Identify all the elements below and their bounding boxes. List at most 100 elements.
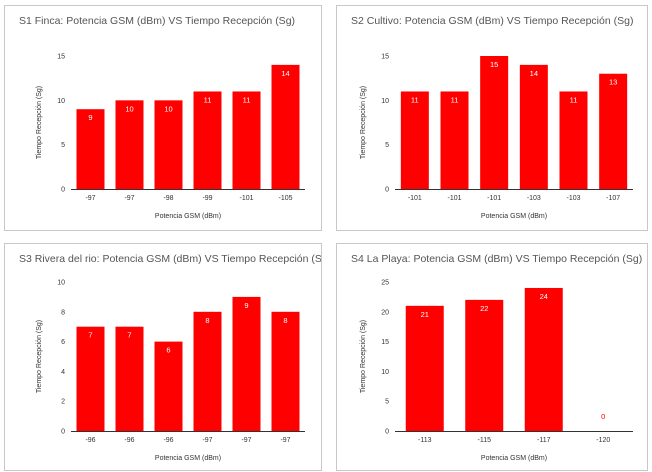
x-tick-label: -101 [447,195,461,202]
bar [271,64,300,189]
bar-value-label: 24 [540,292,548,301]
x-tick-label: -113 [418,437,432,444]
bar [271,311,300,431]
bar [193,311,222,431]
y-axis-label: Tiempo Recepción (Sg) [36,86,43,159]
bar-value-label: 0 [601,412,605,421]
x-axis-label: Potencia GSM (dBm) [481,455,547,462]
y-tick-label: 0 [61,429,65,436]
x-tick-label: -120 [596,437,610,444]
y-axis-label: Tiempo Recepción (Sg) [360,320,367,393]
x-tick-label: -101 [239,195,253,202]
bar-value-label: 9 [88,113,92,122]
bar-value-label: 14 [281,69,289,78]
x-tick-label: -99 [202,195,212,202]
bar [465,299,504,431]
x-tick-label: -103 [566,195,580,202]
x-tick-label: -96 [124,437,134,444]
bar-value-label: 14 [530,69,538,78]
y-tick-label: 10 [381,369,389,376]
chart-title: S2 Cultivo: Potencia GSM (dBm) VS Tiempo… [351,15,633,27]
x-tick-label: -97 [241,437,251,444]
bar-value-label: 7 [88,331,92,340]
y-axis-label: Tiempo Recepción (Sg) [360,86,367,159]
y-tick-label: 20 [381,309,389,316]
x-axis-label: Potencia GSM (dBm) [155,213,221,220]
y-tick-label: 15 [381,54,389,61]
chart-panel-s4: S4 La Playa: Potencia GSM (dBm) VS Tiemp… [336,243,648,471]
x-tick-label: -103 [527,195,541,202]
bar [76,109,105,189]
bar-value-label: 13 [609,78,617,87]
bar [400,91,429,189]
bar-chart: S3 Rivera del rio: Potencia GSM (dBm) VS… [19,253,322,462]
y-tick-label: 6 [61,339,65,346]
y-tick-label: 8 [61,309,65,316]
y-tick-label: 10 [57,98,65,105]
x-tick-label: -97 [85,195,95,202]
bar [519,64,548,189]
x-tick-label: -101 [408,195,422,202]
bar-value-label: 11 [204,95,212,104]
bar-value-label: 10 [125,104,133,113]
bar [115,326,144,431]
bar-value-label: 10 [164,104,172,113]
bar-value-label: 11 [411,95,419,104]
chart-panel-s3: S3 Rivera del rio: Potencia GSM (dBm) VS… [4,243,322,471]
y-tick-label: 10 [381,98,389,105]
x-tick-label: -97 [280,437,290,444]
bar [480,56,509,189]
bar-value-label: 8 [205,316,209,325]
bar [154,341,183,431]
y-tick-label: 25 [381,280,389,287]
y-tick-label: 5 [61,142,65,149]
y-tick-label: 5 [385,142,389,149]
y-tick-label: 4 [61,369,65,376]
x-tick-label: -101 [487,195,501,202]
x-tick-label: -117 [537,437,551,444]
bar [559,91,588,189]
x-tick-label: -115 [478,437,492,444]
y-tick-label: 0 [61,187,65,194]
bar [440,91,469,189]
bar-value-label: 11 [451,95,459,104]
chart-panel-s1: S1 Finca: Potencia GSM (dBm) VS Tiempo R… [4,5,322,231]
y-tick-label: 10 [57,280,65,287]
bar [232,296,261,431]
bar [599,73,628,189]
bar-value-label: 11 [243,95,251,104]
y-tick-label: 0 [385,187,389,194]
bar-value-label: 15 [490,60,498,69]
x-tick-label: -96 [163,437,173,444]
bar [76,326,105,431]
y-axis-label: Tiempo Recepción (Sg) [36,320,43,393]
bar-value-label: 11 [570,95,578,104]
chart-title: S4 La Playa: Potencia GSM (dBm) VS Tiemp… [351,253,642,265]
bar [115,100,144,189]
bar [154,100,183,189]
bar [232,91,261,189]
bar-value-label: 8 [283,316,287,325]
y-tick-label: 15 [381,339,389,346]
y-tick-label: 5 [385,399,389,406]
chart-title: S1 Finca: Potencia GSM (dBm) VS Tiempo R… [19,15,295,27]
bar [193,91,222,189]
bar-chart: S1 Finca: Potencia GSM (dBm) VS Tiempo R… [19,15,305,220]
x-tick-label: -105 [278,195,292,202]
y-tick-label: 2 [61,399,65,406]
bar-chart: S2 Cultivo: Potencia GSM (dBm) VS Tiempo… [351,15,633,220]
bar [405,305,444,431]
chart-panel-s2: S2 Cultivo: Potencia GSM (dBm) VS Tiempo… [336,5,648,231]
x-axis-label: Potencia GSM (dBm) [481,213,547,220]
x-tick-label: -107 [606,195,620,202]
bar-value-label: 7 [127,331,131,340]
x-tick-label: -96 [85,437,95,444]
bar [524,287,563,431]
bar-value-label: 22 [480,304,488,313]
y-tick-label: 0 [385,429,389,436]
chart-title: S3 Rivera del rio: Potencia GSM (dBm) VS… [19,253,322,265]
bar-value-label: 9 [244,301,248,310]
x-tick-label: -97 [124,195,134,202]
y-tick-label: 15 [57,54,65,61]
x-tick-label: -98 [163,195,173,202]
